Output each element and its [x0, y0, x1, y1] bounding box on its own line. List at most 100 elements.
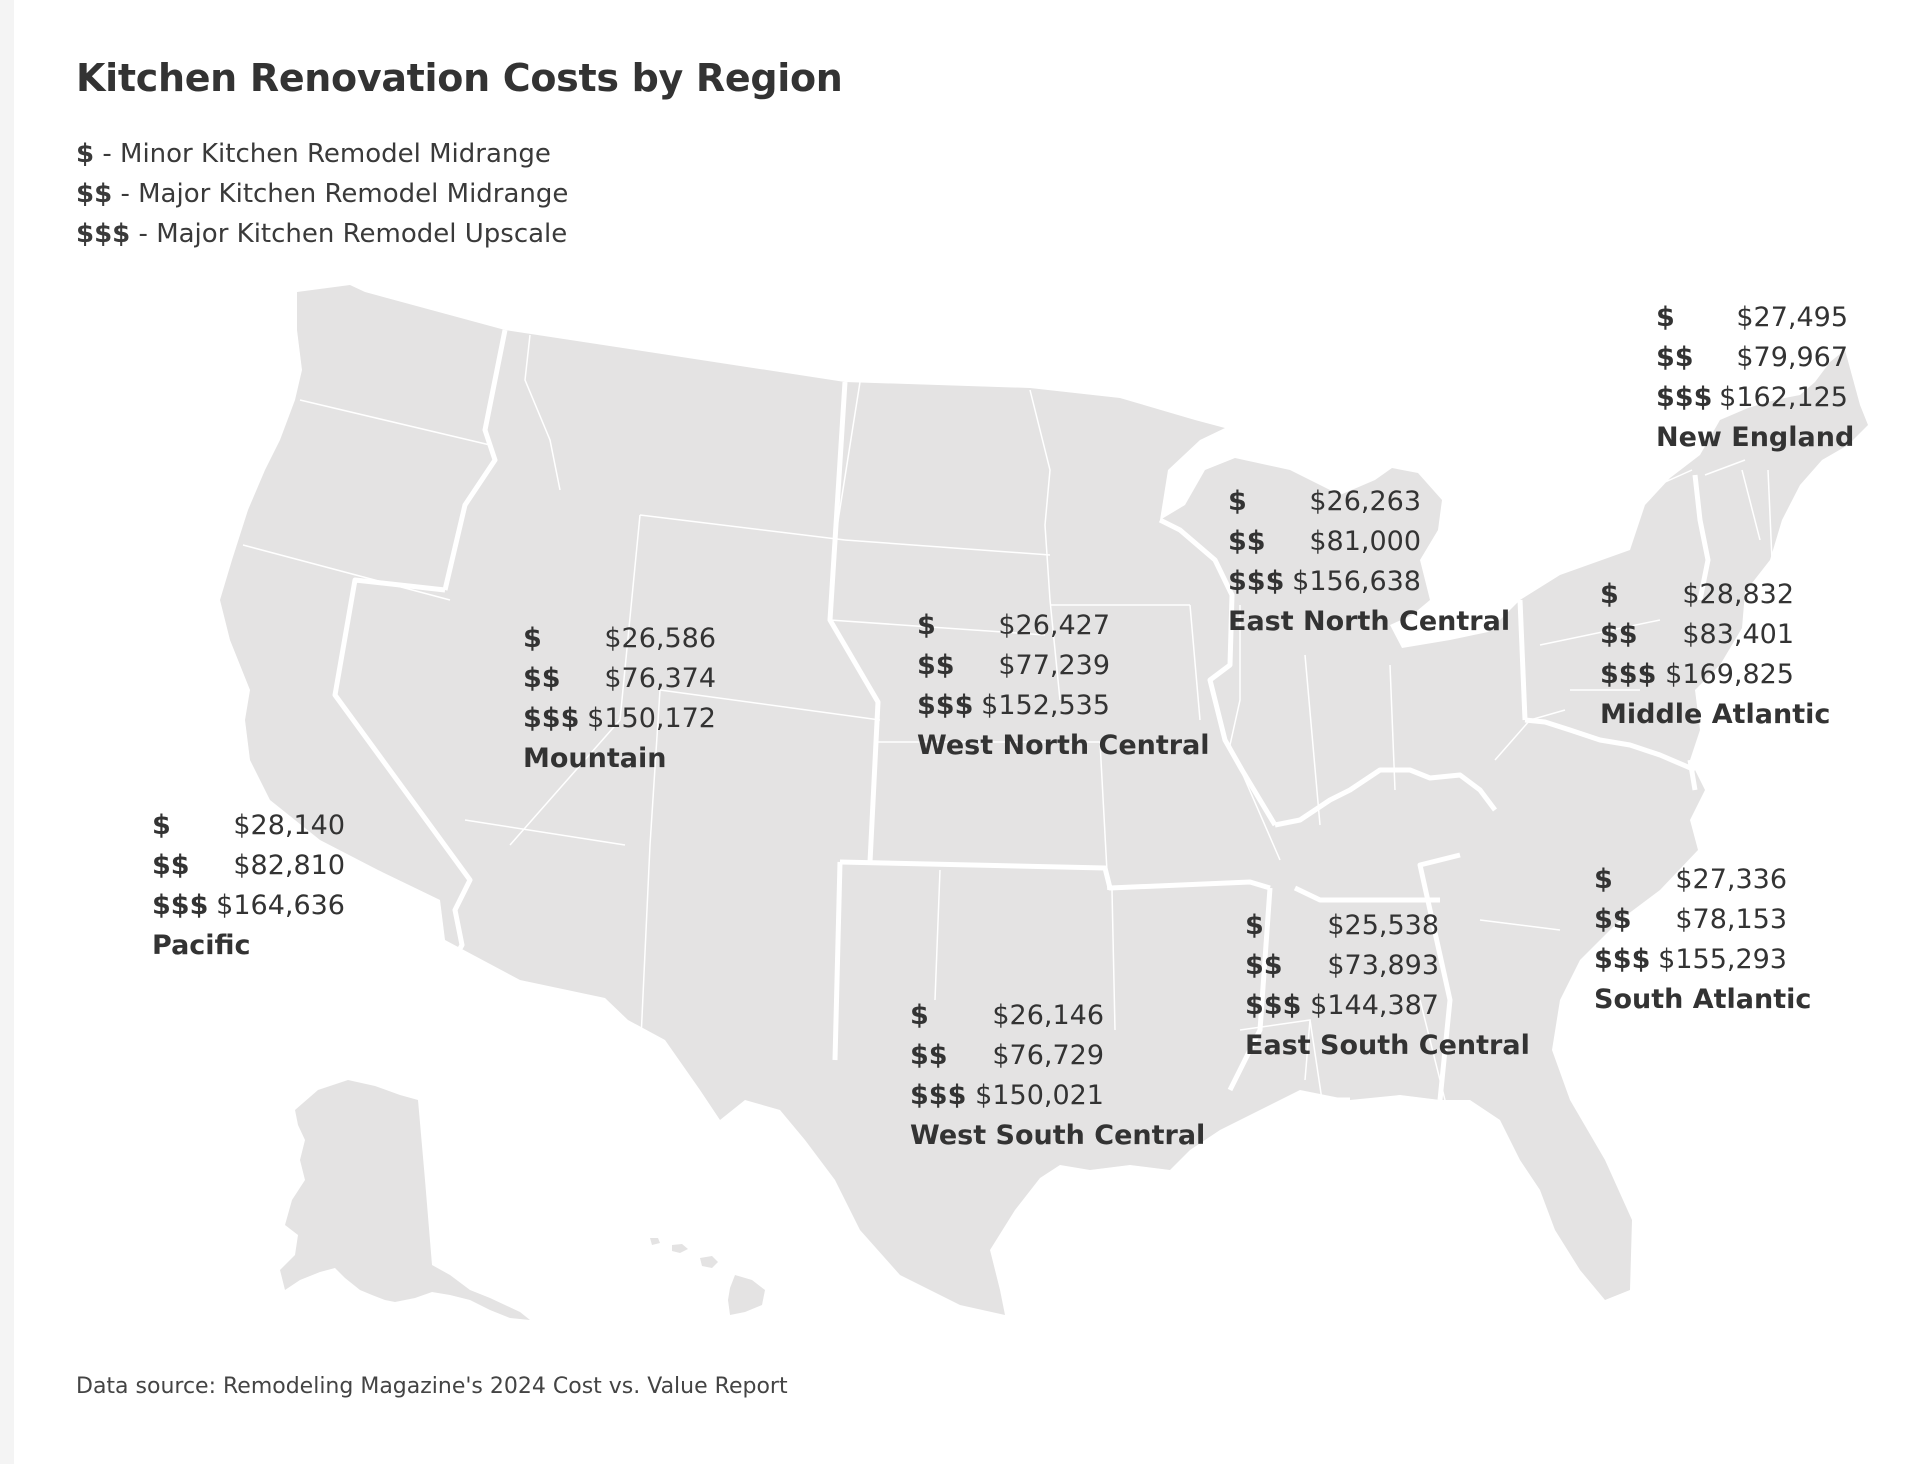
- hawaii-big-island: [728, 1275, 765, 1315]
- region-borders: [332, 329, 1711, 1103]
- cost-row-minor: $ $27,495: [1656, 298, 1848, 338]
- cost-value: $27,495: [1736, 302, 1848, 333]
- cost-row-minor: $ $26,427: [917, 606, 1110, 646]
- tier-symbol: $: [523, 623, 542, 654]
- cost-row-major: $$ $73,893: [1245, 946, 1439, 986]
- key-symbol: $: [76, 139, 95, 169]
- region-label-pacific: $ $28,140 $$ $82,810 $$$ $164,636 Pacific: [152, 806, 345, 966]
- region-label-west-south-central: $ $26,146 $$ $76,729 $$$ $150,021 West Sout…: [910, 996, 1206, 1156]
- tier-symbol: $$$: [523, 703, 580, 734]
- cost-row-major: $$ $81,000: [1228, 522, 1421, 562]
- region-name: Pacific: [152, 930, 251, 961]
- region-name: East North Central: [1228, 606, 1511, 637]
- key-text: - Minor Kitchen Remodel Midrange: [94, 139, 551, 169]
- key-row-major: $$ - Major Kitchen Remodel Midrange: [76, 174, 568, 214]
- cost-row-upscale: $$$ $169,825: [1600, 655, 1794, 695]
- tier-symbol: $$: [917, 650, 955, 681]
- region-label-west-north-central: $ $26,427 $$ $77,239 $$$ $152,535 West Nort…: [917, 606, 1210, 766]
- cost-row-minor: $ $28,140: [152, 806, 345, 846]
- cost-row-upscale: $$$ $164,636: [152, 886, 345, 926]
- cost-row-minor: $ $26,146: [910, 996, 1104, 1036]
- cost-value: $83,401: [1682, 619, 1794, 650]
- tier-symbol: $: [1600, 579, 1619, 610]
- tier-symbol: $: [1594, 864, 1613, 895]
- tier-symbol: $$: [910, 1040, 948, 1071]
- cost-value: $26,263: [1309, 486, 1421, 517]
- region-name: West North Central: [917, 730, 1210, 761]
- tier-symbol: $$: [152, 850, 190, 881]
- cost-row-major: $$ $76,729: [910, 1036, 1104, 1076]
- cost-value: $162,125: [1719, 382, 1848, 413]
- state-borders: [242, 334, 1773, 1121]
- cost-value: $82,810: [233, 850, 345, 881]
- region-name: New England: [1656, 422, 1855, 453]
- cost-value: $81,000: [1309, 526, 1421, 557]
- cost-row-major: $$ $79,967: [1656, 338, 1848, 378]
- region-name: Middle Atlantic: [1600, 699, 1831, 730]
- tier-symbol: $$: [1594, 904, 1632, 935]
- cost-row-minor: $ $26,263: [1228, 482, 1421, 522]
- cost-value: $78,153: [1675, 904, 1787, 935]
- tier-symbol: $: [917, 610, 936, 641]
- cost-row-minor: $ $27,336: [1594, 860, 1787, 900]
- cost-value: $169,825: [1665, 659, 1794, 690]
- region-label-new-england: $ $27,495 $$ $79,967 $$$ $162,125 New Engla…: [1656, 298, 1855, 458]
- tier-symbol: $$$: [1600, 659, 1657, 690]
- cost-row-upscale: $$$ $150,172: [523, 699, 716, 739]
- cost-row-major: $$ $77,239: [917, 646, 1110, 686]
- cost-value: $155,293: [1658, 944, 1787, 975]
- cost-row-upscale: $$$ $162,125: [1656, 378, 1848, 418]
- key-row-upscale: $$$ - Major Kitchen Remodel Upscale: [76, 214, 568, 254]
- tier-symbol: $$: [1600, 619, 1638, 650]
- cost-value: $73,893: [1327, 950, 1439, 981]
- cost-value: $164,636: [216, 890, 345, 921]
- region-label-east-south-central: $ $25,538 $$ $73,893 $$$ $144,387 East Sout…: [1245, 906, 1530, 1066]
- tier-symbol: $$$: [917, 690, 974, 721]
- cost-row-major: $$ $76,374: [523, 659, 716, 699]
- cost-value: $26,586: [604, 623, 716, 654]
- tier-symbol: $$: [1228, 526, 1266, 557]
- cost-row-major: $$ $78,153: [1594, 900, 1787, 940]
- key-text: - Major Kitchen Remodel Midrange: [112, 179, 569, 209]
- key-symbol: $$$: [76, 219, 131, 249]
- tier-symbol: $: [152, 810, 171, 841]
- region-name: West South Central: [910, 1120, 1206, 1151]
- tier-symbol: $: [910, 1000, 929, 1031]
- tier-symbol: $$$: [152, 890, 209, 921]
- cost-row-upscale: $$$ $152,535: [917, 686, 1110, 726]
- cost-value: $26,146: [992, 1000, 1104, 1031]
- key-row-minor: $ - Minor Kitchen Remodel Midrange: [76, 134, 568, 174]
- region-label-middle-atlantic: $ $28,832 $$ $83,401 $$$ $169,825 Middle At…: [1600, 575, 1831, 735]
- tier-symbol: $$$: [1594, 944, 1651, 975]
- region-name: Mountain: [523, 743, 667, 774]
- contiguous-us-landmass: [220, 285, 1868, 1315]
- tier-symbol: $$: [523, 663, 561, 694]
- cost-row-major: $$ $83,401: [1600, 615, 1794, 655]
- tier-symbol: $$$: [910, 1080, 967, 1111]
- cost-row-upscale: $$$ $150,021: [910, 1076, 1104, 1116]
- region-name: East South Central: [1245, 1030, 1530, 1061]
- key-symbol: $$: [76, 179, 113, 209]
- cost-row-minor: $ $26,586: [523, 619, 716, 659]
- hawaii-island: [672, 1244, 688, 1253]
- cost-value: $77,239: [998, 650, 1110, 681]
- cost-row-major: $$ $82,810: [152, 846, 345, 886]
- cost-value: $76,729: [992, 1040, 1104, 1071]
- map-title: Kitchen Renovation Costs by Region: [76, 56, 843, 100]
- cost-row-upscale: $$$ $156,638: [1228, 562, 1421, 602]
- tier-symbol: $$: [1656, 342, 1694, 373]
- cost-key: $ - Minor Kitchen Remodel Midrange $$ - …: [76, 134, 568, 254]
- tier-symbol: $$$: [1656, 382, 1713, 413]
- cost-value: $156,638: [1292, 566, 1421, 597]
- region-label-mountain: $ $26,586 $$ $76,374 $$$ $150,172 Mountain: [523, 619, 716, 779]
- hawaii-island: [650, 1238, 660, 1245]
- tier-symbol: $$$: [1228, 566, 1285, 597]
- cost-value: $144,387: [1310, 990, 1439, 1021]
- cost-value: $28,140: [233, 810, 345, 841]
- data-source-note: Data source: Remodeling Magazine's 2024 …: [76, 1374, 788, 1399]
- tier-symbol: $: [1245, 910, 1264, 941]
- cost-value: $76,374: [604, 663, 716, 694]
- cost-value: $150,021: [975, 1080, 1104, 1111]
- region-label-east-north-central: $ $26,263 $$ $81,000 $$$ $156,638 East Nort…: [1228, 482, 1511, 642]
